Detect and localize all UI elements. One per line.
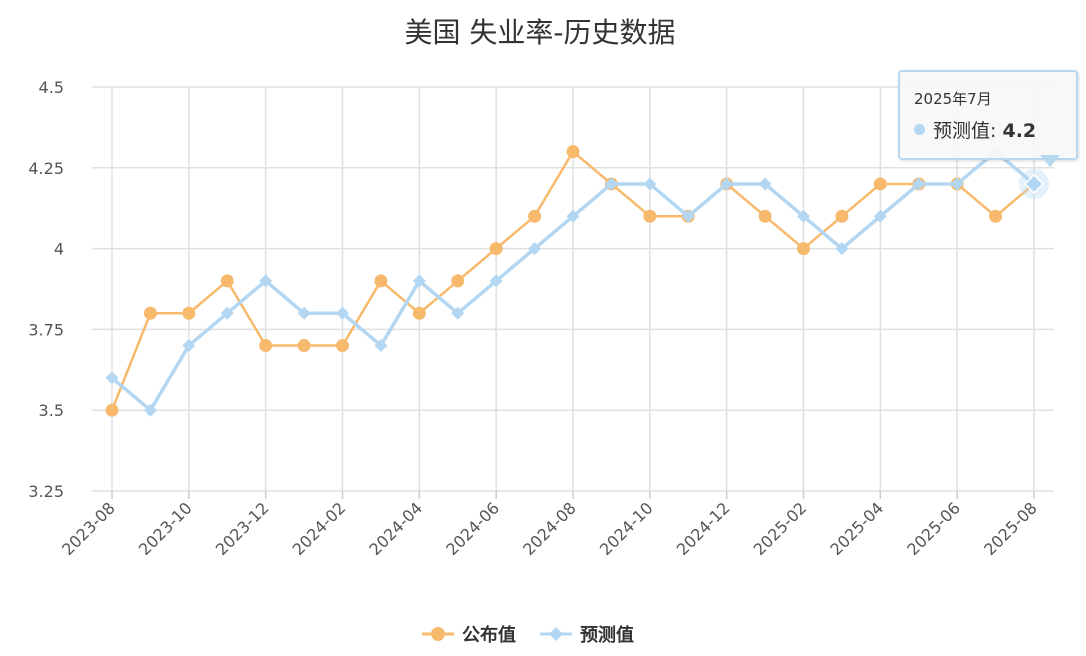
legend[interactable]: 公布值 预测值 [422,624,634,646]
x-tick-label: 2025-06 [903,498,964,559]
data-point [451,306,465,320]
data-point [374,339,388,353]
data-point [873,177,887,191]
x-tick-label: 2025-04 [826,498,887,559]
data-point [143,403,157,417]
data-point [374,274,388,288]
x-tick-label: 2024-04 [365,498,426,559]
y-tick-label: 3.25 [28,482,64,501]
data-point [451,274,465,288]
data-point [412,274,426,288]
data-point [912,177,926,191]
tooltip-row: 预测值: 4.2 [914,116,1036,143]
data-point [336,306,349,320]
x-tick-label: 2024-12 [673,498,734,559]
data-point [720,177,734,191]
grid-lines [92,86,1054,499]
legend-label: 预测值 [580,624,634,646]
legend-marker [549,627,563,641]
tooltip-date: 2025年7月 [914,90,992,108]
data-point [297,339,311,353]
data-point [681,209,695,223]
data-point [566,209,580,223]
series-forecast [105,145,1041,417]
x-tick-label: 2023-12 [212,498,273,559]
data-point [489,274,503,288]
legend-item[interactable]: 公布值 [422,624,516,646]
data-point [297,306,311,320]
tooltip-series-dot [914,124,925,135]
data-point [182,339,196,353]
data-point [105,403,119,417]
hover-point [1023,173,1045,195]
x-axis-ticks: 2023-08 2023-10 2023-12 2024-02 2024-04 2024-… [58,498,1041,559]
data-point [797,242,810,256]
data-point [835,242,849,256]
data-point [412,306,426,320]
legend-marker [431,627,445,641]
data-point [566,145,580,159]
y-tick-label: 4.25 [28,159,64,178]
tooltip: 2025年7月 预测值: 4.2 [898,70,1078,160]
y-tick-label: 4.5 [39,78,64,97]
data-point [259,339,273,353]
tooltip-value: 4.2 [1002,120,1037,142]
data-point [105,371,119,385]
chart-title: 美国 失业率-历史数据 [404,16,675,49]
data-point [950,177,964,191]
x-tick-label: 2024-02 [289,498,350,559]
data-point [143,306,157,320]
data-point [182,306,196,320]
data-point [873,209,887,223]
y-tick-label: 3.75 [28,320,64,339]
data-point [336,339,349,353]
x-tick-label: 2025-02 [750,498,811,559]
y-tick-label: 4 [54,240,64,259]
tooltip-arrow [1040,155,1060,167]
x-tick-label: 2024-08 [519,498,580,559]
data-point [604,177,618,191]
legend-item[interactable]: 预测值 [540,624,634,646]
data-point [220,274,234,288]
data-point [989,209,1003,223]
data-point [528,242,542,256]
legend-label: 公布值 [462,624,516,646]
data-point [835,209,849,223]
data-point [797,209,810,223]
x-tick-label: 2024-10 [596,498,657,559]
tooltip-series-name: 预测值 [933,120,991,142]
series-layer [105,145,1049,417]
data-point [259,274,273,288]
y-axis-ticks: 3.25 3.5 3.75 4 4.25 4.5 [28,78,64,501]
data-point [758,209,772,223]
data-point [758,177,772,191]
x-tick-label: 2024-06 [442,498,503,559]
data-point [220,306,234,320]
data-point [643,177,657,191]
x-tick-label: 2023-08 [58,498,119,559]
x-tick-label: 2025-08 [980,498,1041,559]
y-tick-label: 3.5 [39,401,64,420]
data-point [528,209,542,223]
x-tick-label: 2023-10 [135,498,196,559]
data-point [489,242,503,256]
data-point [643,209,657,223]
